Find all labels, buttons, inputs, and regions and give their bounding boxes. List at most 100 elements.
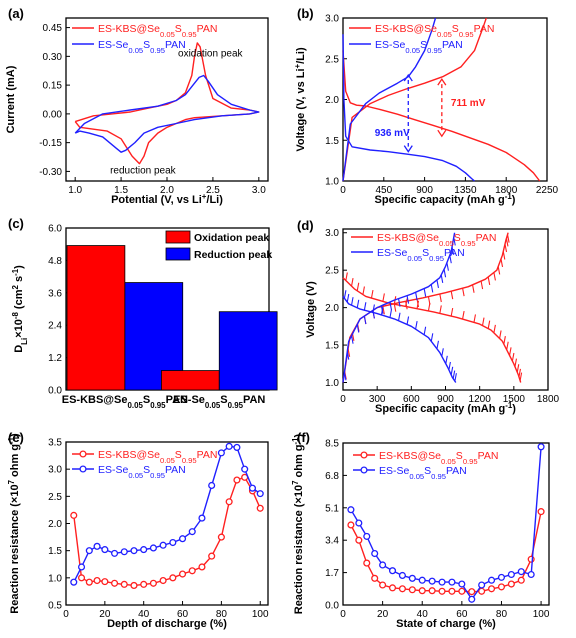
- data-point: [418, 587, 426, 595]
- y-tick-label: 2.5: [325, 266, 339, 277]
- x-tick-label: 80: [496, 609, 508, 620]
- relaxation-spike: [450, 291, 454, 300]
- y-tick-label: 3.0: [325, 14, 339, 25]
- panel-e: 0 20 40 60 80 100 0.5 1.0 1.5 2.0 2.5 3.0 3.5 (e) ES-K…: [7, 430, 270, 630]
- relaxation-spike: [351, 277, 354, 287]
- legend-marker: [360, 451, 368, 459]
- relaxation-spike: [473, 314, 477, 323]
- relaxation-spike: [507, 234, 510, 243]
- y-tick-label: 3.0: [325, 228, 339, 239]
- x-axis-label: State of charge (%): [396, 618, 496, 630]
- relaxation-spike: [389, 301, 393, 311]
- relaxation-spike: [372, 310, 375, 319]
- relaxation-spike: [406, 316, 410, 325]
- series-line: [342, 50, 541, 182]
- relaxation-spike: [519, 372, 523, 381]
- data-point: [468, 588, 476, 596]
- y-tick-label: 2.0: [325, 95, 339, 106]
- x-axis-label: Specific capacity (mAh g-1): [375, 192, 516, 207]
- y-tick-label: 1.0: [325, 378, 339, 389]
- x-tick-label: 40: [138, 609, 150, 620]
- relaxation-spike: [497, 266, 501, 275]
- data-point: [70, 578, 78, 586]
- arrow-head: [437, 129, 447, 138]
- y-tick-label: 0.0: [325, 601, 339, 612]
- data-point: [130, 581, 138, 589]
- legend-swatch: [165, 247, 191, 261]
- x-tick-label: 300: [369, 394, 386, 405]
- data-point: [371, 549, 379, 558]
- relaxation-spike: [446, 262, 449, 271]
- reduction-peak-label: reduction peak: [110, 165, 177, 176]
- relaxation-spike: [511, 352, 515, 362]
- relaxation-spike: [451, 246, 455, 255]
- y-tick-label: 1.0: [325, 177, 339, 188]
- data-point: [169, 574, 177, 582]
- x-tick-label: 40: [417, 609, 429, 620]
- data-point: [159, 576, 167, 585]
- legend-label: ES-Se0.05S0.95PAN: [379, 465, 467, 481]
- data-point: [458, 580, 466, 588]
- data-point: [418, 576, 426, 584]
- legend-label: ES-Se0.05S0.95PAN: [375, 39, 463, 55]
- arrow-head: [437, 77, 447, 86]
- x-tick-label: 900: [416, 185, 433, 196]
- relaxation-spike: [415, 321, 418, 330]
- y-tick-label: 6.0: [48, 224, 62, 235]
- x-tick-label: 1500: [503, 394, 526, 405]
- data-point: [478, 587, 486, 595]
- legend-label: ES-KBS@Se0.05S0.95PAN: [98, 23, 217, 39]
- y-tick-label: 3.0: [48, 465, 62, 476]
- relaxation-spike: [504, 243, 508, 253]
- relaxation-spike: [427, 296, 431, 305]
- data-point: [225, 498, 233, 506]
- arrow-head: [403, 145, 413, 153]
- data-point: [388, 584, 397, 592]
- panel-a: 1.0 1.5 2.0 2.5 3.0 -0.30 -0.15 0.00 0.15 0.30 0.4…: [5, 6, 269, 206]
- data-point: [248, 484, 257, 492]
- plot-frame: [342, 442, 550, 606]
- relaxation-spike: [505, 238, 509, 247]
- relaxation-spike: [430, 333, 434, 342]
- relaxation-spike: [452, 370, 456, 379]
- y-axis-label: DLi×10-8 (cm2 s-1): [11, 265, 29, 353]
- bar: [218, 311, 278, 391]
- panel-f: 0 20 40 60 80 100 0.0 1.7 3.4 5.1 6.8 8.5 (f) ES-KBS@…: [291, 430, 550, 630]
- relaxation-spike: [443, 269, 447, 278]
- relaxation-spike: [363, 302, 367, 311]
- x-tick-label: 2250: [536, 185, 559, 196]
- relaxation-spike: [493, 324, 496, 334]
- category-label: ES-Se0.05S0.95PAN: [173, 394, 265, 410]
- gap-label: 711 mV: [451, 98, 486, 109]
- relaxation-spike: [362, 286, 365, 295]
- data-point: [488, 576, 496, 584]
- panel-label: (f): [297, 430, 310, 445]
- bar: [161, 370, 220, 391]
- x-tick-label: 1.0: [68, 185, 82, 196]
- data-point: [438, 587, 446, 595]
- y-tick-label: 1.5: [325, 136, 339, 147]
- y-tick-label: 6.8: [325, 471, 339, 482]
- y-tick-label: -0.15: [39, 138, 62, 149]
- series-line: [350, 511, 542, 593]
- data-point: [93, 576, 101, 585]
- y-tick-label: 1.2: [48, 353, 62, 364]
- data-point: [468, 595, 476, 603]
- panel-label: (e): [8, 430, 24, 445]
- series-line: [342, 34, 475, 182]
- arrow-head: [403, 73, 413, 82]
- data-point: [130, 547, 138, 555]
- data-point: [517, 568, 525, 576]
- data-point: [379, 561, 387, 569]
- relaxation-spike: [351, 297, 354, 306]
- y-tick-label: 8.5: [325, 439, 339, 450]
- y-tick-label: 1.5: [48, 546, 62, 557]
- series-line: [342, 277, 522, 383]
- panel-c: 0.0 1.2 2.4 3.6 4.8 6.0 (c) ES-KBS@Se0.05S0.95P…: [8, 216, 278, 410]
- y-tick-label: 0.15: [43, 81, 63, 92]
- y-tick-label: 1.0: [48, 573, 62, 584]
- x-tick-label: 20: [99, 609, 111, 620]
- data-point: [537, 508, 545, 516]
- legend-marker: [79, 465, 87, 473]
- data-point: [371, 574, 379, 582]
